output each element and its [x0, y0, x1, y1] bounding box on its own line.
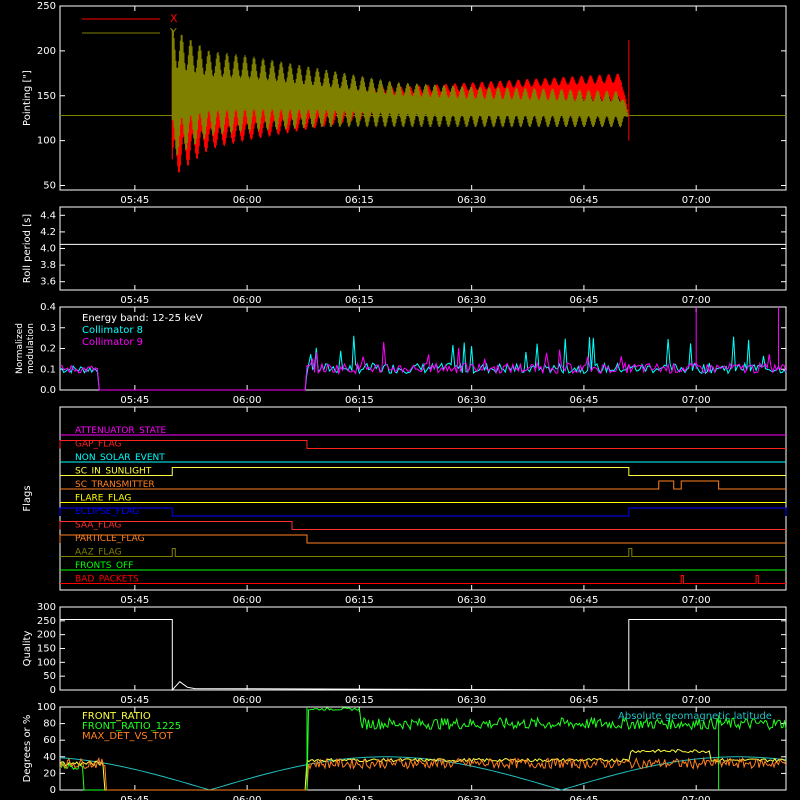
flag-label: NON_SOLAR_EVENT — [75, 453, 165, 463]
x-tick-label: 05:45 — [120, 195, 149, 206]
x-tick-label: 06:45 — [570, 695, 599, 706]
y-tick-label: 150 — [37, 644, 56, 655]
x-tick-label: 06:15 — [345, 795, 374, 800]
x-tick-label: 06:00 — [233, 795, 262, 800]
x-tick-label: 07:00 — [682, 295, 711, 306]
y-tick-label: 3.8 — [40, 260, 56, 271]
y-tick-label: 200 — [37, 630, 56, 641]
flag-label: ECLIPSE_FLAG — [75, 507, 139, 517]
y-tick-label: 0 — [50, 685, 56, 696]
x-tick-label: 06:45 — [570, 195, 599, 206]
y-tick-label: 200 — [37, 46, 56, 57]
y-axis-label: Normalized — [15, 323, 25, 374]
y-tick-label: 0 — [50, 785, 56, 796]
flag-label: SC_TRANSMITTER — [75, 480, 155, 490]
x-tick-label: 07:00 — [682, 395, 711, 406]
max-det-vs-tot-label: MAX_DET_VS_TOT — [82, 731, 174, 742]
flag-label: SAA_FLAG — [75, 521, 121, 531]
y-axis-label: Roll period [s] — [22, 214, 33, 283]
x-tick-label: 07:00 — [682, 595, 711, 606]
y-tick-label: 300 — [37, 602, 56, 613]
flag-label: PARTICLE_FLAG — [75, 534, 145, 544]
y-tick-label: 40 — [43, 752, 56, 763]
y-tick-label: 250 — [37, 616, 56, 627]
x-tick-label: 06:30 — [457, 395, 486, 406]
x-tick-label: 06:15 — [345, 695, 374, 706]
y-tick-label: 0.3 — [40, 323, 56, 334]
y-tick-label: 100 — [37, 702, 56, 713]
x-tick-label: 06:30 — [457, 295, 486, 306]
collimator-8-label: Collimator 8 — [82, 325, 143, 336]
flag-label: GAP_FLAG — [75, 440, 121, 450]
y-tick-label: 0.0 — [40, 385, 56, 396]
y-tick-label: 20 — [43, 768, 56, 779]
x-tick-label: 06:15 — [345, 395, 374, 406]
x-tick-label: 05:45 — [120, 595, 149, 606]
x-tick-label: 06:15 — [345, 195, 374, 206]
x-tick-label: 06:30 — [457, 595, 486, 606]
y-tick-label: 80 — [43, 719, 56, 730]
y-tick-label: 50 — [43, 671, 56, 682]
y-tick-label: 4.4 — [40, 210, 56, 221]
y-tick-label: 50 — [43, 181, 56, 192]
x-tick-label: 05:45 — [120, 295, 149, 306]
flag-label: ATTENUATOR_STATE — [75, 426, 167, 436]
x-tick-label: 06:45 — [570, 795, 599, 800]
y-tick-label: 4.0 — [40, 244, 56, 255]
x-tick-label: 06:00 — [233, 695, 262, 706]
y-tick-label: 100 — [37, 136, 56, 147]
y-tick-label: 0.1 — [40, 364, 56, 375]
x-tick-label: 06:00 — [233, 195, 262, 206]
x-tick-label: 06:15 — [345, 295, 374, 306]
y-tick-label: 150 — [37, 91, 56, 102]
x-tick-label: 07:00 — [682, 795, 711, 800]
flag-label: BAD_PACKETS — [75, 575, 139, 585]
x-tick-label: 05:45 — [120, 695, 149, 706]
flag-label: FLARE_FLAG — [75, 494, 131, 504]
y-axis-label: Flags — [22, 485, 33, 511]
legend-x-label: X — [170, 12, 178, 25]
x-tick-label: 06:30 — [457, 195, 486, 206]
collimator-9-label: Collimator 9 — [82, 337, 143, 348]
x-tick-label: 06:45 — [570, 295, 599, 306]
y-tick-label: 0.4 — [40, 302, 56, 313]
y-axis-label: Pointing ["] — [22, 70, 33, 126]
flag-label: AAZ_FLAG — [75, 548, 122, 558]
x-tick-label: 06:30 — [457, 695, 486, 706]
x-tick-label: 05:45 — [120, 795, 149, 800]
y-axis-label: Degrees or % — [22, 715, 33, 783]
energy-band-label: Energy band: 12-25 keV — [82, 313, 203, 324]
x-tick-label: 07:00 — [682, 695, 711, 706]
x-tick-label: 06:45 — [570, 595, 599, 606]
legend-y-label: Y — [169, 26, 177, 39]
y-tick-label: 60 — [43, 735, 56, 746]
x-tick-label: 06:45 — [570, 395, 599, 406]
x-tick-label: 06:30 — [457, 795, 486, 800]
x-tick-label: 06:00 — [233, 595, 262, 606]
x-tick-label: 06:15 — [345, 595, 374, 606]
y-tick-label: 250 — [37, 1, 56, 12]
y-tick-label: 100 — [37, 657, 56, 668]
y-tick-label: 0.2 — [40, 344, 56, 355]
flag-label: FRONTS_OFF — [75, 561, 133, 571]
x-tick-label: 07:00 — [682, 195, 711, 206]
flag-label: SC_IN_SUNLIGHT — [75, 467, 152, 477]
y-axis-label: Quality — [22, 631, 33, 667]
y-axis-label: modulation — [26, 323, 36, 374]
geomagnetic-latitude-label: Absolute geomagnetic latitude — [618, 711, 772, 722]
x-tick-label: 06:00 — [233, 395, 262, 406]
y-tick-label: 4.2 — [40, 227, 56, 238]
x-tick-label: 05:45 — [120, 395, 149, 406]
y-tick-label: 3.6 — [40, 277, 56, 288]
x-tick-label: 06:00 — [233, 295, 262, 306]
